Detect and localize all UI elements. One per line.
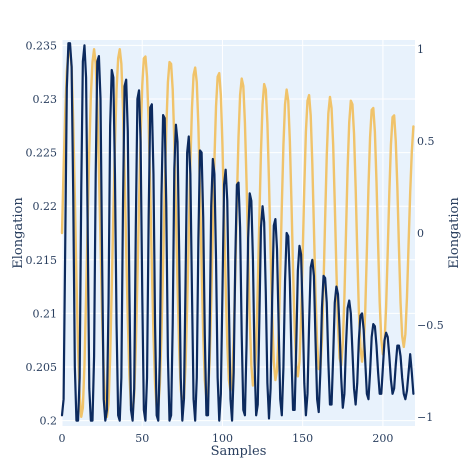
y2-tick-label-0: −1 [417,411,433,424]
y-axis-ticks: 0.2 0.205 0.21 0.215 0.22 0.225 0.23 0.235 [26,39,58,427]
y2-axis-ticks: −1 −0.5 0 0.5 1 [417,43,444,424]
x-tick-label-3: 150 [292,432,313,445]
series-line-left-axis [60,42,415,422]
y2-tick-label-2: 0 [417,227,424,240]
x-axis-ticks: 0 50 100 150 200 [59,432,394,445]
y2-axis-title: Elongation [447,197,462,269]
y2-tick-label-1: −0.5 [417,319,444,332]
y2-tick-label-4: 1 [417,43,424,56]
y-tick-label-0: 0.2 [40,415,58,428]
series-layer [60,42,415,422]
x-tick-label-0: 0 [59,432,66,445]
x-tick-label-2: 100 [212,432,233,445]
x-tick-label-4: 200 [372,432,393,445]
y-tick-label-2: 0.21 [33,307,58,320]
x-axis-title: Samples [211,444,267,459]
y-tick-label-4: 0.22 [33,200,58,213]
x-tick-label-1: 50 [135,432,149,445]
y-tick-label-3: 0.215 [26,254,58,267]
y2-tick-label-3: 0.5 [417,135,435,148]
y-tick-label-6: 0.23 [33,93,58,106]
y-tick-label-1: 0.205 [26,361,58,374]
y-axis-title: Elongation [11,197,26,269]
y-tick-label-7: 0.235 [26,39,58,52]
y-tick-label-5: 0.225 [26,147,58,160]
series-line-right-axis [60,47,415,419]
